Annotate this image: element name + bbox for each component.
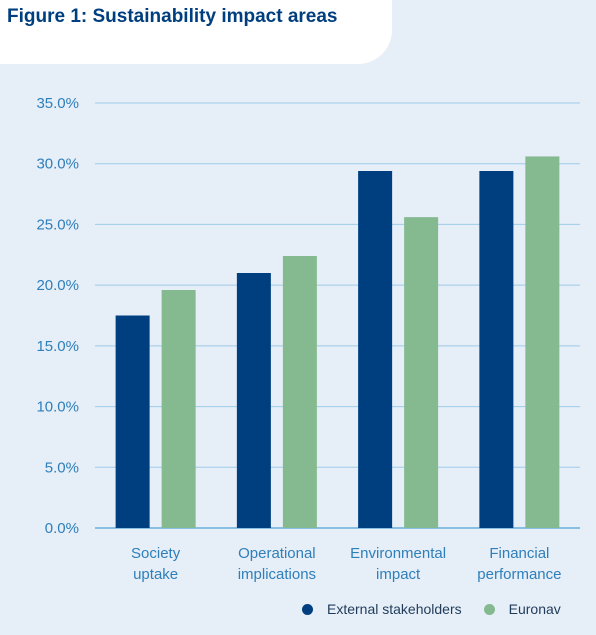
y-tick-label: 10.0% — [36, 399, 79, 416]
bar-euronav — [282, 256, 317, 528]
legend-item-euronav: Euronav — [483, 601, 561, 617]
legend: External stakeholders Euronav — [302, 601, 561, 617]
legend-marker-external — [302, 603, 313, 615]
y-tick-label: 15.0% — [36, 338, 79, 355]
x-tick-label: Operational implications — [238, 545, 316, 583]
y-tick-label: 30.0% — [36, 156, 79, 173]
legend-marker-euronav — [483, 603, 495, 615]
y-tick-label: 25.0% — [36, 216, 79, 233]
bar-euronav — [404, 217, 439, 528]
legend-label-euronav: Euronav — [508, 601, 561, 617]
bar-external — [236, 273, 271, 528]
x-tick-label: Environmental impact — [350, 545, 446, 583]
y-tick-label: 0.0% — [45, 520, 79, 537]
x-tick-label: Society uptake — [131, 545, 181, 583]
x-axis-ticks: Society uptake Operational implications Envi… — [131, 545, 561, 583]
y-tick-label: 35.0% — [36, 95, 79, 112]
bars — [115, 156, 560, 528]
x-tick-label: Financial performance — [477, 545, 561, 583]
bar-external — [479, 171, 514, 528]
title-tab: Figure 1: Sustainability impact areas — [0, 0, 392, 64]
legend-item-external: External stakeholders — [302, 601, 462, 617]
y-tick-label: 5.0% — [45, 459, 79, 476]
y-axis-ticks: 0.0% 5.0% 10.0% 15.0% 20.0% 25.0% 30.0% 35.0% — [36, 95, 79, 537]
y-tick-label: 20.0% — [36, 277, 79, 294]
bar-euronav — [161, 290, 196, 528]
bar-euronav — [525, 156, 560, 528]
bar-external — [115, 315, 150, 528]
bar-external — [358, 171, 393, 528]
figure-title: Figure 1: Sustainability impact areas — [7, 6, 338, 27]
legend-label-external: External stakeholders — [327, 601, 462, 617]
